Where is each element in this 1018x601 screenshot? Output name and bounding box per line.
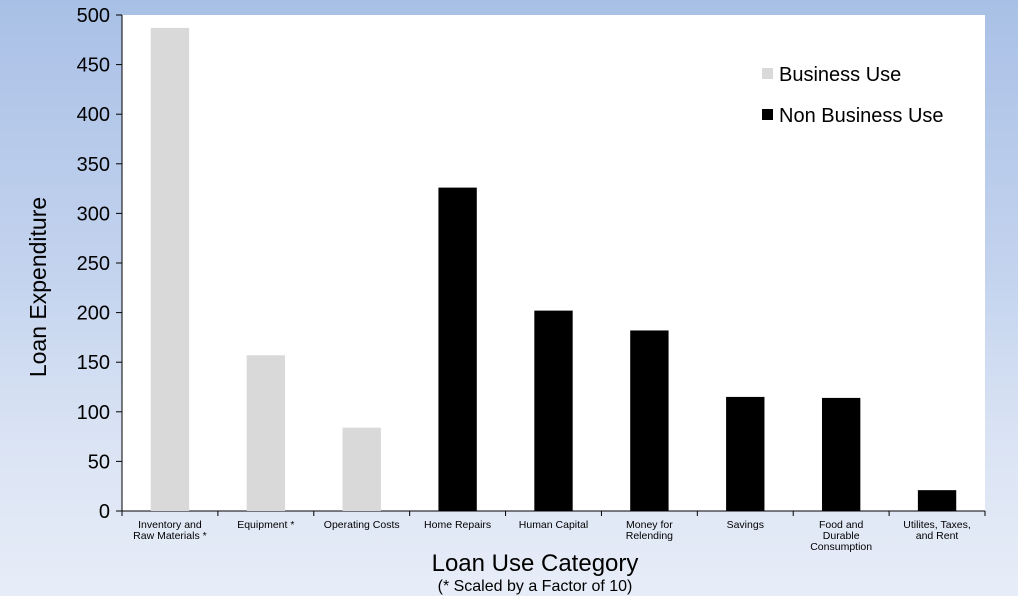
x-tick-label: Utilites, Taxes, and Rent — [903, 519, 971, 542]
x-tick-label: Money for Relending — [626, 519, 673, 542]
x-tick-label: Food and Durable Consumption — [810, 519, 872, 553]
y-tick-label: 100 — [77, 402, 110, 424]
x-axis-ticks — [121, 511, 986, 516]
x-tick-label: Inventory and Raw Materials * — [133, 519, 207, 542]
bar — [726, 396, 765, 511]
x-axis-note: (* Scaled by a Factor of 10) — [438, 578, 633, 595]
y-tick-label: 400 — [77, 104, 110, 126]
legend-label: Business Use — [779, 64, 901, 86]
y-axis-ticks: 0 50 100 150 200 250 300 350 400 450 500 — [77, 5, 122, 523]
y-tick-label: 500 — [77, 5, 110, 27]
bar — [821, 397, 861, 511]
bars — [150, 27, 957, 512]
x-tick-label: Equipment * — [237, 519, 294, 531]
bar — [534, 310, 573, 511]
y-tick-label: 350 — [77, 154, 110, 176]
bar — [438, 187, 477, 511]
bar — [917, 490, 957, 511]
legend: Business Use Non Business Use — [762, 64, 944, 127]
bar — [150, 27, 190, 512]
y-tick-label: 0 — [99, 501, 110, 523]
y-tick-label: 150 — [77, 352, 110, 374]
x-tick-label: Operating Costs — [324, 519, 400, 531]
bar — [342, 427, 381, 511]
legend-swatch — [762, 68, 773, 79]
y-tick-label: 200 — [77, 303, 110, 325]
bar — [246, 355, 286, 511]
legend-label: Non Business Use — [779, 105, 944, 127]
x-axis-title: Loan Use Category — [432, 550, 639, 577]
x-tick-label: Home Repairs — [424, 519, 491, 531]
x-tick-label: Savings — [727, 519, 764, 531]
y-tick-label: 50 — [88, 451, 110, 473]
y-tick-label: 300 — [77, 203, 110, 225]
x-tick-label: Human Capital — [519, 519, 588, 531]
y-tick-label: 450 — [77, 55, 110, 77]
legend-swatch — [762, 109, 773, 120]
y-tick-label: 250 — [77, 253, 110, 275]
y-axis-title: Loan Expenditure — [25, 197, 51, 377]
x-axis-tick-labels: Inventory and Raw Materials * Equipment * O… — [133, 519, 971, 553]
bar — [630, 330, 669, 511]
